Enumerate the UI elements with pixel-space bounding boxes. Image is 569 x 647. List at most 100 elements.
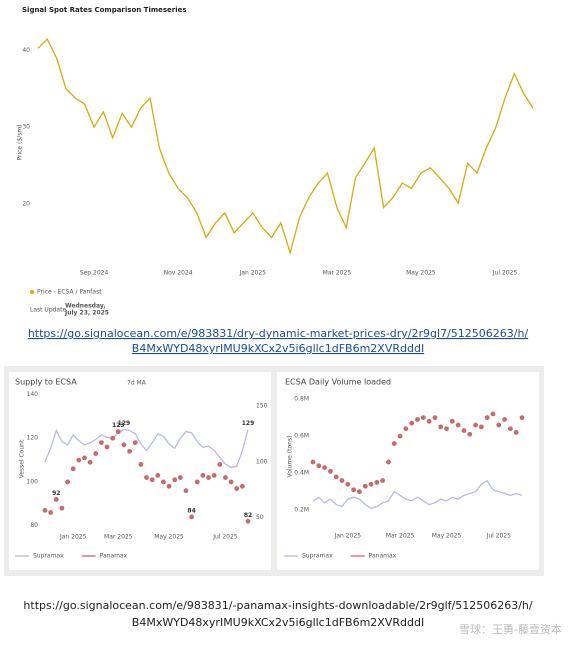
y-tick-label: 20 [22,200,30,207]
data-point [432,415,438,421]
link-line[interactable]: B4MxWYD48xyrIMU9kXCx2v5i6gllc1dFB6m2XVRd… [132,342,424,355]
data-point [333,474,339,480]
y2-tick-label: 50 [256,514,264,521]
data-point [490,411,496,417]
legend-label: Supramax [302,553,333,560]
data-point [200,472,206,478]
data-point [403,426,409,432]
legend-label: Panamax [369,553,397,560]
data-point [507,426,513,432]
data-point [65,479,70,485]
data-point [132,440,138,446]
x-tick-label: Jan 2025 [239,270,267,277]
data-point [59,505,65,511]
data-point [172,477,178,483]
data-point [183,488,189,494]
data-point [420,415,426,421]
x-tick-label: Nov 2024 [164,270,193,277]
y-tick-label: 30 [22,124,30,131]
chart-title: ECSA Daily Volume loaded [285,378,391,387]
data-point [310,459,316,465]
chart-panel [0,0,548,322]
data-point [217,462,223,467]
data-point [397,433,403,439]
y-tick-label: 0.4M [294,470,309,477]
data-point [98,440,104,446]
x-tick-label: Sep 2024 [80,270,109,277]
y-axis-label: Price ($/sm) [17,124,24,160]
x-tick-label: Jan 2025 [59,534,87,541]
link-line[interactable]: https://go.signalocean.com/e/983831/dry-… [28,327,529,340]
data-point [328,468,333,474]
data-point [93,451,99,456]
data-line [37,38,534,256]
data-point [144,475,149,480]
data-point [496,422,502,428]
last-update: Wednesday, [65,303,106,310]
data-point [82,455,87,461]
y-tick-label: 0.2M [294,507,309,514]
data-point [206,475,211,480]
data-point [374,480,380,485]
y-axis-label: Vessel Count [19,439,26,478]
data-point [110,435,116,441]
legend-label: Panamax [100,553,128,560]
data-label: 129 [118,420,131,427]
chart-title: Supply to ECSA [15,378,77,387]
data-point [104,444,110,450]
y-tick-label: 120 [27,435,39,442]
data-point [368,481,374,487]
data-point [467,431,473,437]
y-tick-label: 140 [27,391,39,398]
last-update: July 23, 2025 [64,310,109,317]
data-point [351,487,357,493]
data-label: 82 [244,512,252,519]
data-point [473,422,478,428]
data-point [484,415,490,421]
y-tick-label: 40 [22,47,30,54]
data-point [194,479,200,485]
data-point [53,497,59,502]
y-tick-label: 0.8M [294,396,309,403]
data-point [461,428,467,433]
data-point [155,472,161,478]
data-line [44,428,249,469]
link-line[interactable]: B4MxWYD48xyrIMU9kXCx2v5i6gllc1dFB6m2XVRd… [132,616,424,629]
data-label: 129 [242,420,255,427]
x-tick-label: May 2025 [406,270,436,277]
legend-label: Supramax [33,553,64,560]
y-tick-label: 0.6M [294,433,309,440]
x-tick-label: Jan 2025 [334,533,362,540]
last-update-label: Last Update [30,307,66,314]
data-point [223,475,228,480]
data-point [70,466,76,472]
y-axis-label: Volume (tons) [287,436,294,478]
data-point [234,486,240,491]
x-tick-label: Jul 2025 [486,533,512,540]
data-point [177,475,183,480]
data-point [339,478,345,483]
data-point [357,489,362,495]
data-point [115,429,121,435]
y2-tick-label: 100 [256,458,268,465]
y2-tick-label: 150 [256,402,268,409]
data-point [502,417,507,422]
data-point [189,514,195,520]
data-point [138,462,144,467]
data-point [316,463,322,469]
data-point [127,448,132,454]
data-point [426,418,432,424]
x-tick-label: Jul 2025 [212,534,238,541]
data-point [245,518,251,524]
x-tick-label: Mar 2025 [386,533,415,540]
data-point [161,479,166,485]
link-line[interactable]: https://go.signalocean.com/e/983831/-pan… [23,599,532,612]
data-point [149,477,155,483]
data-point [76,457,82,463]
x-tick-label: Mar 2025 [104,534,133,541]
x-tick-label: May 2025 [432,533,462,540]
legend-label: Price - ECSA / Panfast [37,289,102,296]
data-point [415,417,420,422]
